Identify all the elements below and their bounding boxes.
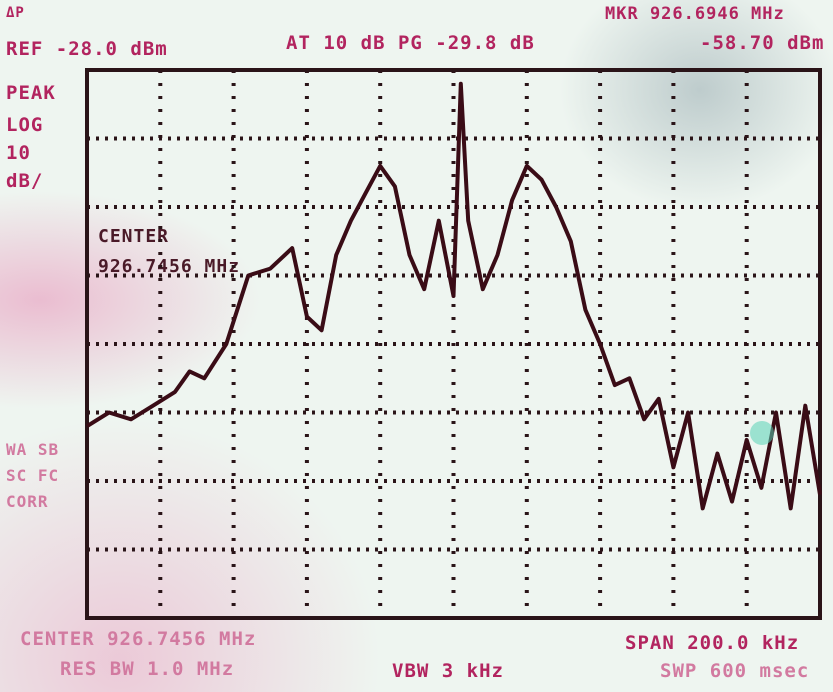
- center-overlay-frequency: 926.7456 MHz: [98, 256, 241, 277]
- side-status-1: WA SB: [6, 440, 60, 459]
- marker-dot: [750, 421, 774, 445]
- footer-video-bandwidth: VBW 3 kHz: [392, 660, 504, 682]
- marker-frequency: MKR 926.6946 MHz: [605, 4, 785, 24]
- footer-resolution-bandwidth: RES BW 1.0 MHz: [60, 658, 235, 680]
- delta-marker-label: ΔP: [6, 5, 25, 21]
- scale-div-unit: dB/: [6, 170, 44, 192]
- reference-level: REF -28.0 dBm: [6, 38, 168, 60]
- footer-center-frequency: CENTER 926.7456 MHz: [20, 628, 257, 650]
- center-overlay-label: CENTER: [98, 226, 170, 247]
- footer-sweep-time: SWP 600 msec: [660, 660, 810, 682]
- scale-type: LOG: [6, 114, 44, 136]
- marker-level: -58.70 dBm: [700, 32, 825, 54]
- footer-span: SPAN 200.0 kHz: [625, 632, 800, 654]
- spectrum-trace: [85, 81, 822, 511]
- scale-div-value: 10: [6, 142, 31, 164]
- side-status-2: SC FC: [6, 466, 60, 485]
- vertical-gridlines: [158, 70, 749, 618]
- attenuation-label: AT 10 dB PG -29.8 dB: [286, 32, 535, 54]
- side-status-3: CORR: [6, 492, 49, 511]
- detector-mode: PEAK: [6, 82, 56, 104]
